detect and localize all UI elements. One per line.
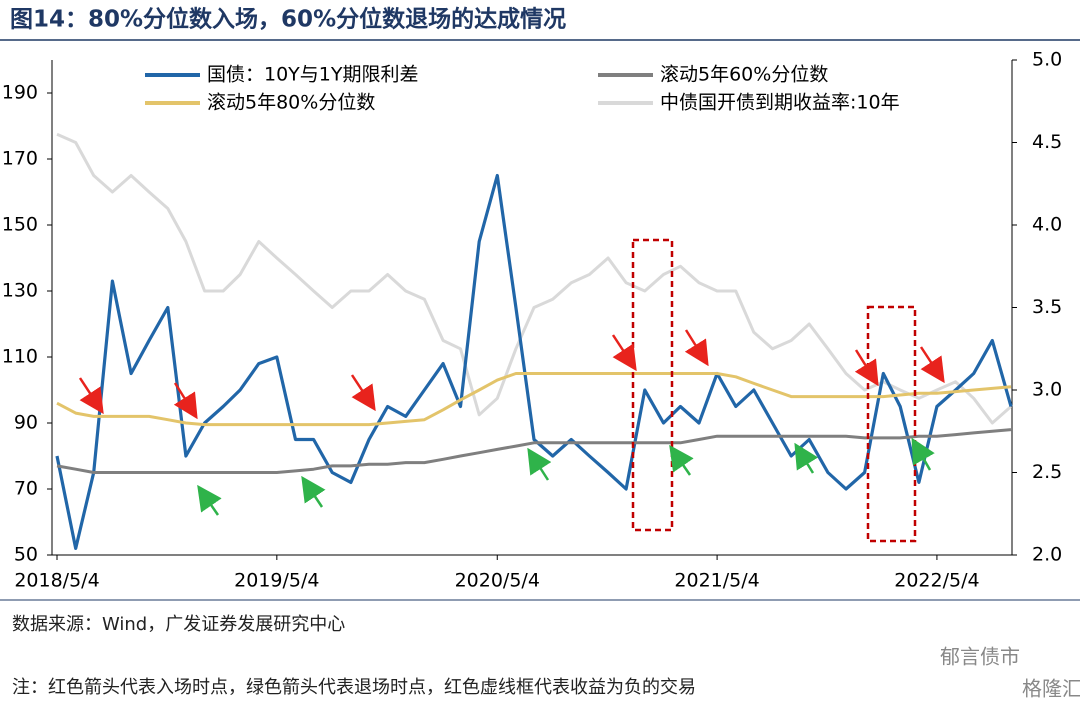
series-line (56, 428, 1012, 474)
x-tick-label: 2021/5/4 (674, 570, 759, 592)
y2-tick-label: 4.0 (1032, 214, 1062, 236)
legend-label: 中债国开债到期收益率:10年 (660, 92, 900, 114)
entry-arrow (350, 374, 376, 412)
y2-tick-label: 2.5 (1032, 461, 1062, 483)
series-line (56, 372, 1012, 427)
exit-arrow (301, 475, 326, 508)
negative-box (866, 305, 917, 543)
source: 数据来源：Wind，广发证券发展研究中心 (12, 614, 345, 635)
y2-tick-label: 3.0 (1032, 379, 1062, 401)
watermark: 格隆汇 (1022, 677, 1080, 701)
entry-arrow (919, 346, 945, 384)
plot-area: 50 70 90 110 130 150 170 190 2.0 2.5 3.0 3.5 4.0 4.5 5… (2, 49, 1062, 592)
y-tick-label: 150 (2, 214, 38, 236)
series-line (56, 132, 1012, 425)
exit-arrow (669, 444, 694, 476)
y2-tick-label: 2.0 (1032, 544, 1062, 566)
entry-arrow (611, 334, 637, 372)
annotations (78, 238, 945, 543)
x-tick-label: 2018/5/4 (14, 570, 99, 592)
series-line (55, 173, 1013, 550)
legend-label: 国债：10Y与1Y期限利差 (207, 64, 418, 86)
y2-tick-label: 3.5 (1032, 296, 1062, 318)
legend-label: 滚动5年60%分位数 (660, 64, 828, 86)
y-tick-label: 110 (2, 346, 38, 368)
x-tick-label: 2020/5/4 (455, 570, 540, 592)
y-tick-label: 170 (2, 148, 38, 170)
exit-arrow (911, 437, 935, 471)
exit-arrow (794, 442, 819, 474)
chart-title: 图14：80%分位数入场，60%分位数退场的达成情况 (10, 6, 566, 33)
exit-arrow (197, 484, 222, 516)
legend-label: 滚动5年80%分位数 (207, 92, 375, 114)
entry-arrow (78, 377, 104, 415)
watermark: 郁言债市 (940, 645, 1020, 669)
entry-arrow (173, 382, 198, 420)
y-tick-label: 190 (2, 82, 38, 104)
x-tick-label: 2019/5/4 (234, 570, 319, 592)
note: 注：红色箭头代表入场时点，绿色箭头代表退场时点，红色虚线框代表收益为负的交易 (12, 677, 696, 698)
x-tick-label: 2022/5/4 (894, 570, 979, 592)
y-tick-label: 90 (14, 412, 38, 434)
y-tick-label: 70 (14, 478, 38, 500)
y2-tick-label: 4.5 (1032, 131, 1062, 153)
y-tick-label: 50 (14, 544, 38, 566)
y-tick-label: 130 (2, 280, 38, 302)
entry-arrow (684, 329, 709, 367)
exit-arrow (527, 447, 552, 481)
negative-box (631, 238, 674, 532)
entry-arrow (854, 349, 879, 387)
y2-tick-label: 5.0 (1032, 49, 1062, 71)
